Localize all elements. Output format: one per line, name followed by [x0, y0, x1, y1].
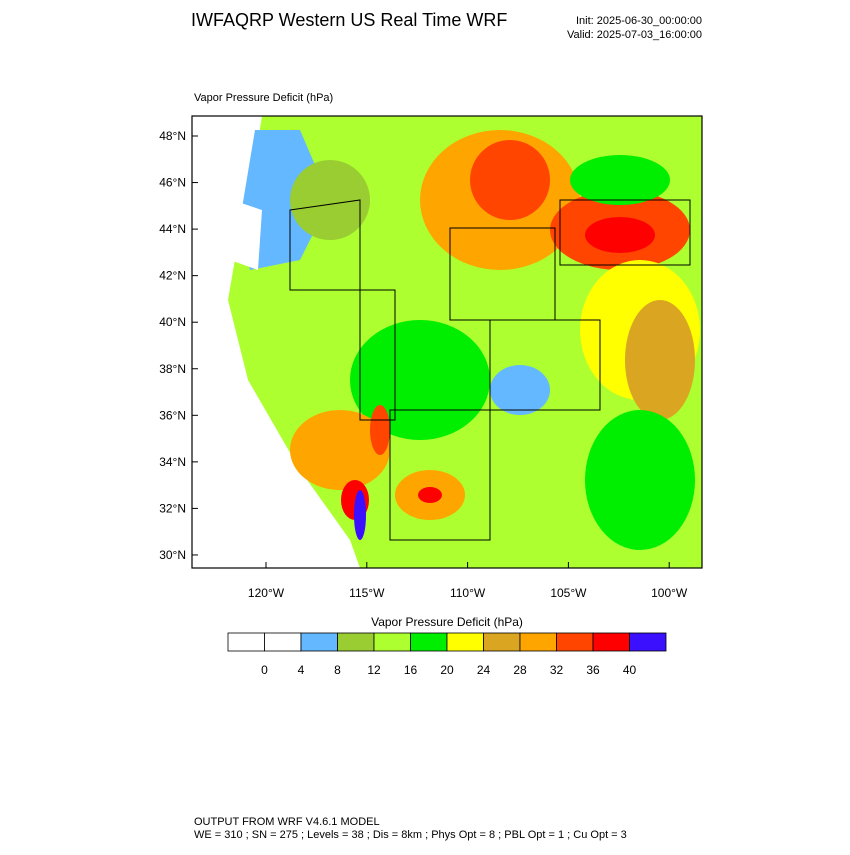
colorbar-label: 0 [261, 663, 268, 677]
lat-label: 44°N [159, 222, 186, 236]
colorbar-label: 32 [550, 663, 564, 677]
init-time: Init: 2025-06-30_00:00:00 [576, 15, 702, 27]
colorbar-label: 8 [334, 663, 341, 677]
lat-label: 30°N [159, 548, 186, 562]
map-frame [191, 115, 703, 569]
colorbar-label: 20 [440, 663, 454, 677]
colorbar: 0 4 8 12 16 20 24 28 32 36 40 [227, 632, 667, 677]
colorbar-label: 4 [298, 663, 305, 677]
colorbar-label: 24 [477, 663, 491, 677]
colorbar-box [300, 632, 338, 652]
colorbar-box [264, 632, 302, 652]
lat-label: 46°N [159, 176, 186, 190]
lon-label: 100°W [651, 586, 688, 600]
lat-label: 32°N [159, 501, 186, 515]
lon-label: 105°W [550, 586, 587, 600]
colorbar-box [227, 632, 265, 652]
colorbar-label: 40 [623, 663, 637, 677]
colorbar-box [592, 632, 630, 652]
colorbar-label: 28 [513, 663, 527, 677]
lat-label: 42°N [159, 269, 186, 283]
colorbar-box [337, 632, 375, 652]
footer-line: OUTPUT FROM WRF V4.6.1 MODEL [194, 816, 380, 828]
map-field [192, 116, 702, 568]
colorbar-box [556, 632, 594, 652]
colorbar-box [519, 632, 557, 652]
colorbar-box [373, 632, 411, 652]
colorbar-label: 16 [404, 663, 418, 677]
map-label: Vapor Pressure Deficit (hPa) [194, 92, 333, 104]
lon-label: 115°W [349, 586, 385, 600]
lat-label: 38°N [159, 362, 186, 376]
colorbar-box [483, 632, 521, 652]
colorbar-label: 12 [367, 663, 381, 677]
lat-label: 34°N [159, 455, 186, 469]
footer-line: WE = 310 ; SN = 275 ; Levels = 38 ; Dis … [194, 829, 627, 841]
lat-label: 48°N [159, 129, 186, 143]
colorbar-box [410, 632, 448, 652]
valid-time: Valid: 2025-07-03_16:00:00 [567, 29, 702, 41]
title: IWFAQRP Western US Real Time WRF [191, 10, 507, 30]
colorbar-box [629, 632, 667, 652]
colorbar-box [446, 632, 484, 652]
lat-label: 36°N [159, 408, 186, 422]
axes: 48°N 46°N 44°N 42°N 40°N 38°N 36°N 34°N 32°N 30°N… [159, 129, 688, 600]
lat-label: 40°N [159, 315, 186, 329]
lon-label: 120°W [248, 586, 285, 600]
colorbar-title: Vapor Pressure Deficit (hPa) [371, 615, 523, 629]
lon-label: 110°W [450, 586, 486, 600]
colorbar-label: 36 [586, 663, 600, 677]
